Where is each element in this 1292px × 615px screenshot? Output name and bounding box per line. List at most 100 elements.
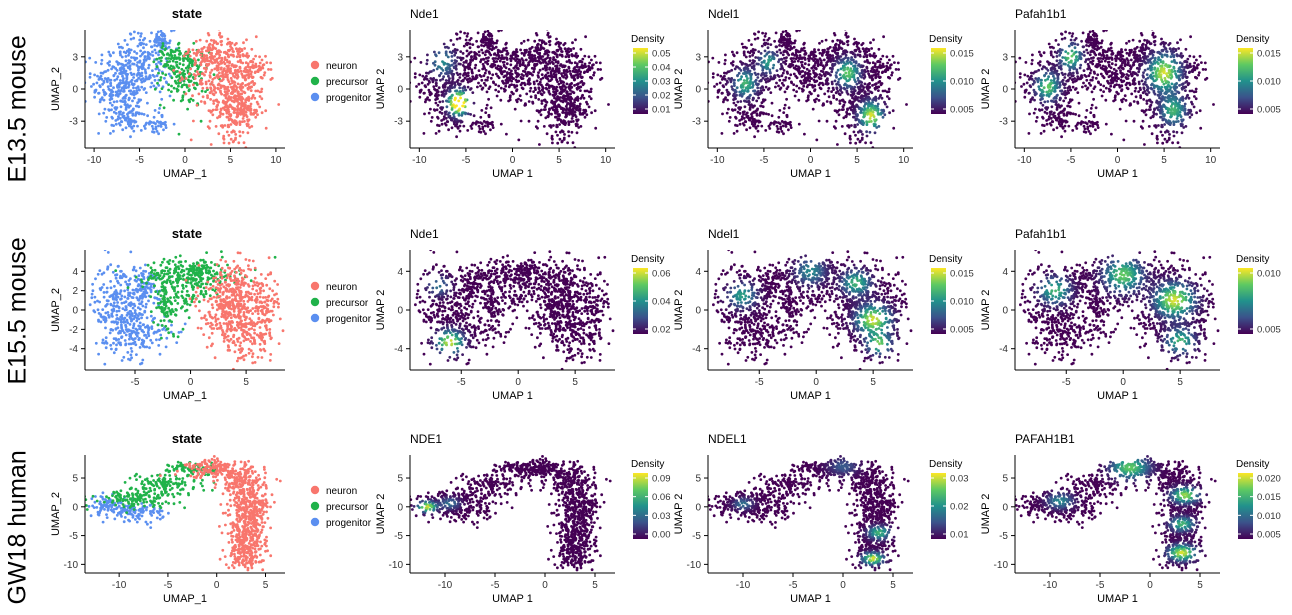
x-axis-label: UMAP 1 <box>492 168 533 180</box>
cell-point <box>130 126 134 130</box>
cell-point <box>802 88 805 92</box>
cell-point <box>195 83 199 87</box>
cell-point <box>468 46 472 50</box>
cell-point <box>491 120 494 124</box>
cell-point <box>786 42 790 45</box>
cell-point <box>585 89 589 93</box>
cell-point <box>209 52 212 56</box>
cell-point <box>237 70 241 74</box>
cell-point <box>769 91 773 94</box>
cell-point <box>842 103 846 107</box>
cell-point <box>451 75 455 79</box>
cell-point <box>249 104 252 108</box>
cell-point <box>536 55 540 59</box>
cell-point <box>220 43 223 47</box>
cell-point <box>131 113 135 117</box>
cell-point <box>568 106 572 110</box>
cell-point <box>780 81 784 85</box>
cell-point <box>888 58 891 62</box>
cell-point <box>529 95 533 99</box>
cell-point <box>554 92 558 96</box>
cell-point <box>452 120 456 124</box>
cell-point <box>150 81 154 85</box>
cell-point <box>180 67 184 71</box>
cell-point <box>93 95 96 99</box>
cell-point <box>465 34 469 38</box>
cell-point <box>164 73 168 77</box>
cell-point <box>129 37 133 41</box>
cell-point <box>748 126 752 130</box>
cell-point <box>440 119 443 122</box>
cell-point <box>798 66 801 70</box>
cell-point <box>461 104 464 108</box>
cell-point <box>132 62 136 66</box>
cell-point <box>539 55 543 59</box>
cell-point <box>453 104 456 108</box>
cell-point <box>554 75 557 79</box>
cell-point <box>177 66 181 70</box>
cell-point <box>441 100 445 103</box>
cell-point <box>505 132 508 136</box>
cell-point <box>559 64 562 67</box>
cell-point <box>172 50 176 54</box>
cell-point <box>790 26 793 29</box>
cell-point <box>155 32 159 36</box>
cell-point <box>441 90 445 94</box>
cell-point <box>114 112 118 115</box>
cell-point <box>538 68 542 72</box>
cell-point <box>821 70 825 73</box>
cell-point <box>838 41 842 45</box>
cell-point <box>579 47 583 51</box>
cell-point <box>444 51 448 55</box>
cell-point <box>116 94 120 98</box>
cell-point <box>866 69 870 73</box>
cell-point <box>433 109 437 112</box>
cell-point <box>120 67 124 70</box>
cell-point <box>870 47 873 50</box>
cell-point <box>739 90 743 94</box>
cell-point <box>565 90 569 94</box>
cell-point <box>181 63 185 67</box>
cell-point <box>245 106 248 109</box>
cell-point <box>757 120 761 124</box>
cell-point <box>873 64 877 68</box>
cell-point <box>521 77 525 80</box>
cell-point <box>870 104 873 108</box>
cell-point <box>574 68 578 72</box>
cell-point <box>142 46 145 50</box>
cell-point <box>429 107 432 111</box>
cell-point <box>548 56 552 60</box>
cell-point <box>524 58 528 62</box>
cell-point <box>172 69 176 72</box>
cell-point <box>489 33 493 36</box>
cell-point <box>549 70 553 74</box>
cell-point <box>866 87 869 91</box>
cell-point <box>764 32 768 35</box>
cell-point <box>860 71 864 75</box>
cell-point <box>883 113 887 117</box>
cell-point <box>732 92 736 96</box>
cell-point <box>533 54 537 57</box>
cell-point <box>534 32 538 35</box>
cell-point <box>598 61 602 65</box>
cell-point <box>227 118 231 122</box>
cell-point <box>178 62 182 66</box>
cell-point <box>153 109 157 112</box>
cell-point <box>554 67 558 71</box>
cell-point <box>140 52 144 56</box>
cell-point <box>866 106 870 110</box>
cell-point <box>214 91 218 94</box>
cell-point <box>238 92 242 96</box>
cell-point <box>560 85 563 89</box>
cell-point <box>551 87 555 91</box>
cell-point <box>548 92 552 96</box>
cell-point <box>761 98 765 102</box>
cell-point <box>846 67 849 71</box>
cell-point <box>780 32 783 36</box>
cell-point <box>782 41 786 45</box>
cell-point <box>154 51 158 55</box>
cell-point <box>417 82 421 86</box>
cell-point <box>167 72 171 76</box>
cell-point <box>189 67 193 71</box>
